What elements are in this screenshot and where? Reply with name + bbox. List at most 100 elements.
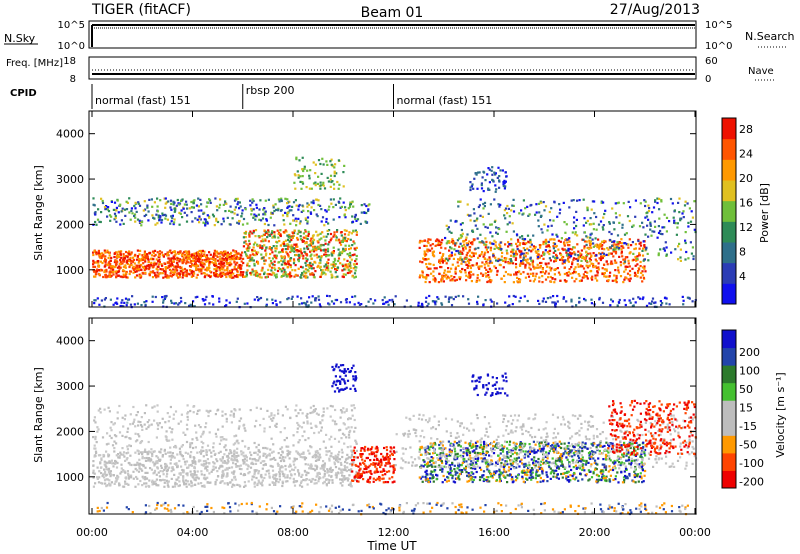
power-echo	[677, 201, 680, 204]
power-echo	[134, 207, 137, 210]
power-echo	[586, 246, 589, 249]
power-echo	[315, 213, 318, 216]
velocity-echo	[141, 463, 144, 467]
power-echo	[563, 242, 566, 245]
power-echo	[157, 214, 160, 217]
power-echo	[163, 197, 166, 200]
power-echo	[321, 216, 325, 219]
power-echo	[102, 253, 105, 256]
power-echo	[582, 224, 585, 227]
power-echo	[283, 223, 286, 226]
velocity-echo	[335, 476, 338, 479]
power-echo	[582, 238, 585, 241]
power-echo	[423, 250, 426, 253]
power-echo	[238, 264, 241, 267]
power-echo	[620, 238, 623, 241]
power-echo	[683, 204, 687, 207]
velocity-echo	[257, 472, 260, 475]
power-echo	[433, 301, 437, 304]
power-echo	[97, 208, 100, 211]
power-echo	[174, 265, 177, 268]
power-echo	[249, 272, 252, 275]
power-echo	[541, 268, 544, 271]
velocity-echo	[132, 470, 135, 473]
velocity-echo	[300, 475, 303, 478]
power-echo	[682, 303, 685, 306]
power-echo	[589, 240, 592, 243]
power-echo	[314, 248, 317, 251]
power-echo	[287, 205, 290, 208]
power-echo	[519, 262, 523, 265]
power-echo	[496, 176, 499, 179]
power-echo	[473, 212, 476, 215]
power-echo	[477, 295, 480, 298]
velocity-echo	[204, 467, 208, 470]
power-echo	[319, 247, 322, 250]
power-echo	[451, 263, 454, 266]
power-echo	[624, 268, 627, 271]
power-echo	[140, 224, 143, 227]
power-echo	[283, 263, 286, 266]
velocity-echo	[183, 460, 187, 463]
velocity-echo	[186, 474, 189, 477]
power-echo	[521, 235, 524, 238]
power-echo	[315, 297, 318, 300]
velocity-echo	[344, 460, 347, 464]
power-echo	[350, 232, 353, 235]
power-echo	[391, 300, 394, 303]
power-echo	[323, 253, 326, 256]
power-echo	[347, 262, 350, 266]
power-echo	[188, 304, 191, 307]
power-echo	[565, 249, 568, 252]
power-echo	[189, 265, 192, 268]
power-echo	[121, 299, 124, 302]
power-echo	[267, 229, 270, 232]
power-echo	[485, 240, 488, 243]
velocity-echo	[256, 453, 259, 456]
power-echo	[208, 216, 211, 219]
power-echo	[349, 256, 352, 259]
power-echo	[529, 279, 532, 282]
power-echo	[211, 213, 215, 216]
power-echo	[472, 254, 475, 258]
power-echo	[267, 230, 270, 233]
power-echo	[346, 253, 349, 256]
velocity-echo	[343, 468, 346, 471]
power-echo	[200, 272, 203, 275]
power-echo	[275, 273, 278, 276]
velocity-echo	[334, 454, 337, 457]
power-echo	[224, 250, 227, 253]
power-echo	[419, 260, 422, 263]
velocity-echo	[182, 457, 185, 461]
power-echo	[180, 300, 183, 303]
power-echo	[206, 257, 209, 260]
power-echo	[673, 221, 676, 224]
power-echo	[313, 254, 316, 257]
power-echo	[547, 240, 550, 243]
power-echo	[526, 247, 529, 250]
power-echo	[200, 253, 203, 256]
velocity-echo	[202, 442, 205, 445]
power-echo	[177, 276, 180, 279]
power-echo	[481, 215, 484, 218]
power-echo	[436, 296, 439, 299]
power-echo	[421, 271, 424, 274]
power-echo	[274, 299, 277, 302]
power-echo	[442, 280, 445, 283]
power-echo	[252, 270, 255, 273]
velocity-echo	[138, 467, 141, 470]
power-echo	[306, 268, 309, 271]
power-echo	[504, 258, 507, 261]
velocity-echo	[235, 459, 238, 462]
power-echo	[310, 237, 313, 240]
power-echo	[614, 202, 617, 205]
power-echo	[563, 244, 566, 247]
power-echo	[291, 236, 294, 239]
power-echo	[147, 268, 150, 271]
power-echo	[208, 258, 211, 261]
power-echo	[95, 251, 98, 254]
power-echo	[307, 230, 310, 233]
power-echo	[166, 254, 169, 257]
power-echo	[196, 273, 199, 276]
power-echo	[309, 255, 312, 258]
